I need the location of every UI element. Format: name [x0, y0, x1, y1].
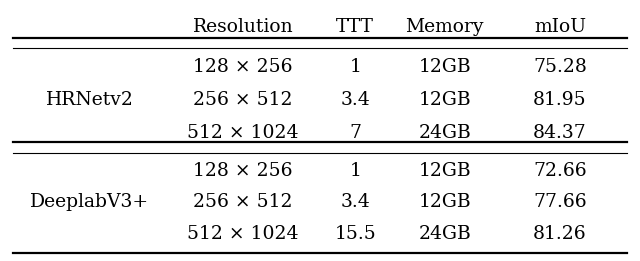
Text: 1: 1	[349, 58, 361, 75]
Text: 256 × 512: 256 × 512	[193, 193, 293, 211]
Text: 256 × 512: 256 × 512	[193, 92, 293, 109]
Text: 84.37: 84.37	[533, 124, 587, 142]
Text: Resolution: Resolution	[193, 19, 294, 36]
Text: 24GB: 24GB	[419, 124, 471, 142]
Text: 3.4: 3.4	[340, 193, 370, 211]
Text: 72.66: 72.66	[533, 162, 587, 180]
Text: 75.28: 75.28	[533, 58, 587, 75]
Text: Memory: Memory	[406, 19, 484, 36]
Text: mIoU: mIoU	[534, 19, 586, 36]
Text: 77.66: 77.66	[533, 193, 587, 211]
Text: 512 × 1024: 512 × 1024	[188, 225, 299, 242]
Text: 24GB: 24GB	[419, 225, 471, 242]
Text: 81.26: 81.26	[533, 225, 587, 242]
Text: 12GB: 12GB	[419, 193, 471, 211]
Text: 3.4: 3.4	[340, 92, 370, 109]
Text: 128 × 256: 128 × 256	[193, 58, 293, 75]
Text: 128 × 256: 128 × 256	[193, 162, 293, 180]
Text: 12GB: 12GB	[419, 92, 471, 109]
Text: 512 × 1024: 512 × 1024	[188, 124, 299, 142]
Text: 12GB: 12GB	[419, 58, 471, 75]
Text: HRNetv2: HRNetv2	[45, 92, 134, 109]
Text: 15.5: 15.5	[334, 225, 376, 242]
Text: 1: 1	[349, 162, 361, 180]
Text: 7: 7	[349, 124, 361, 142]
Text: TTT: TTT	[336, 19, 374, 36]
Text: 12GB: 12GB	[419, 162, 471, 180]
Text: 81.95: 81.95	[533, 92, 587, 109]
Text: DeeplabV3+: DeeplabV3+	[30, 193, 149, 211]
